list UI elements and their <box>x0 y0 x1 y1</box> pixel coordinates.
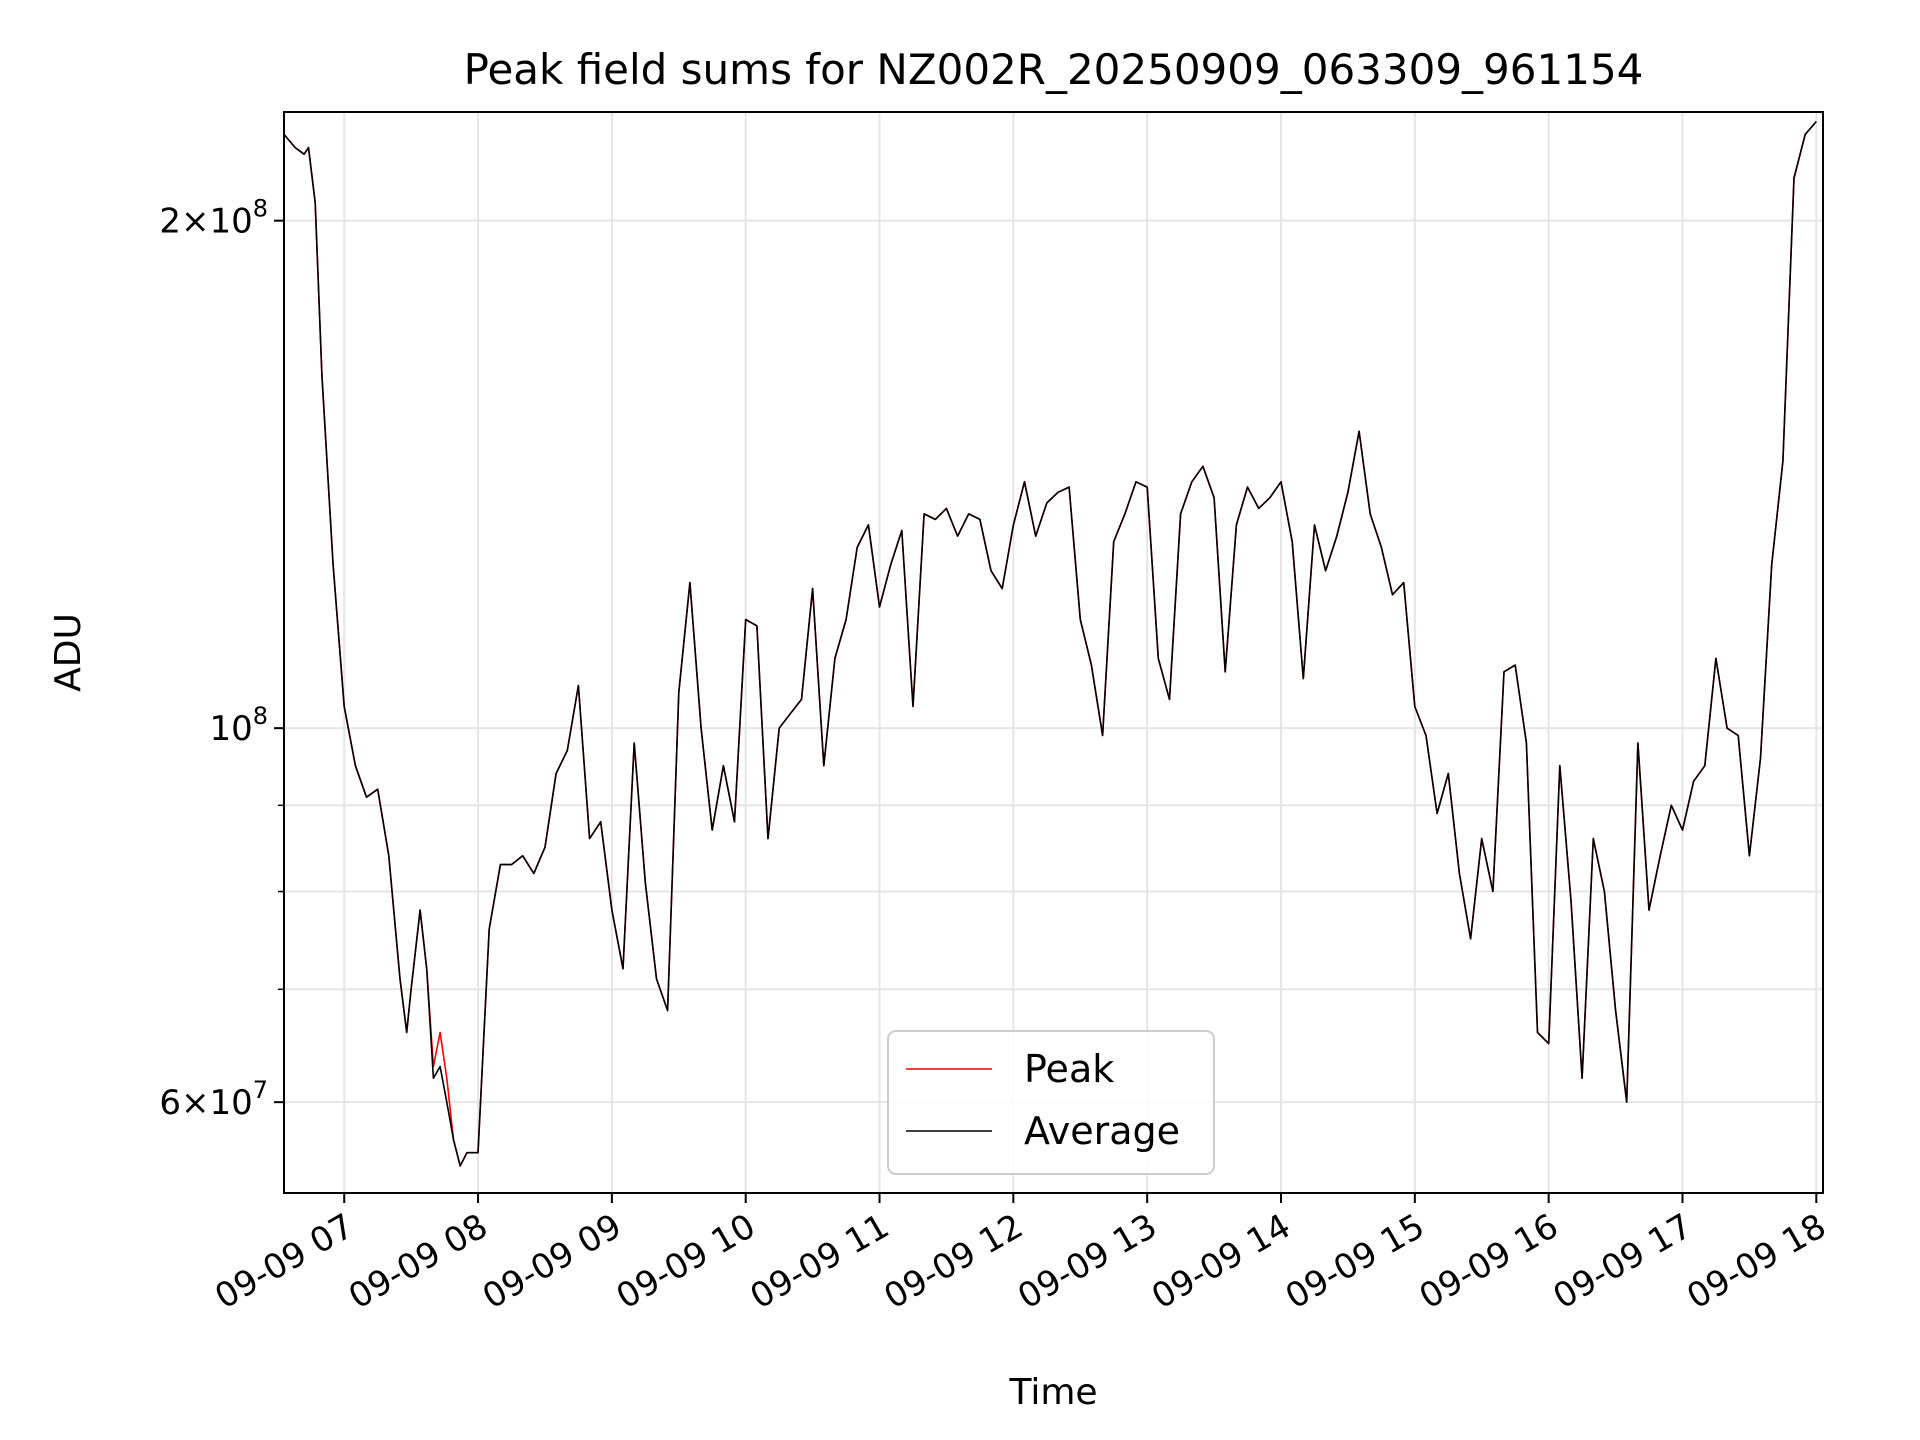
plot-frame <box>283 111 1824 1194</box>
y-tick-label: 108 <box>209 702 268 749</box>
x-axis-title: Time <box>1008 1372 1097 1413</box>
series-lines <box>283 120 1817 1167</box>
legend-label-peak: Peak <box>1024 1047 1114 1091</box>
legend: Peak Average <box>887 1030 1215 1175</box>
series-line-average <box>283 120 1817 1167</box>
y-tick-label: 6×107 <box>159 1076 268 1123</box>
chart-title: Peak field sums for NZ002R_20250909_0633… <box>464 45 1644 94</box>
legend-label-average: Average <box>1024 1109 1180 1153</box>
y-tick-label: 2×108 <box>159 195 268 242</box>
y-axis-title: ADU <box>48 613 89 692</box>
legend-box <box>887 1030 1215 1175</box>
